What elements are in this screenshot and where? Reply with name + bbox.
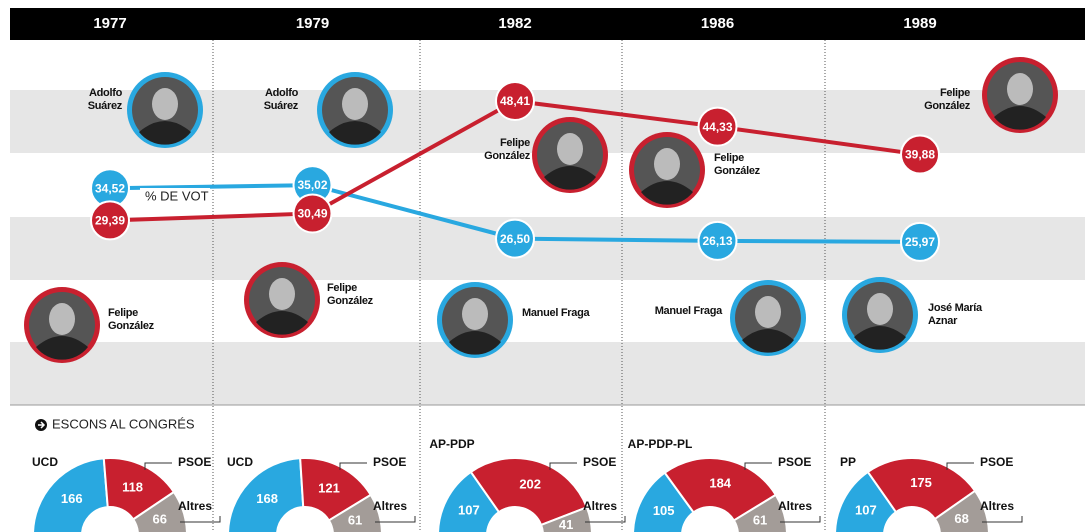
- party-label: Altres: [373, 499, 407, 513]
- party-label: PP: [840, 455, 856, 469]
- party-label: UCD: [32, 455, 58, 469]
- year-label: 1979: [296, 15, 329, 32]
- leader-name: Adolfo Suárez: [230, 87, 298, 113]
- party-label: PSOE: [583, 455, 616, 469]
- infographic: ESCONS AL CONGRÉS 1977 1979 1982 1986 1989 % …: [0, 0, 1085, 532]
- annotation: % DE VOT: [145, 188, 209, 203]
- vote-label: 44,33: [702, 120, 732, 134]
- portrait-face: [557, 133, 583, 165]
- portrait-face: [755, 296, 781, 328]
- vote-label: 30,49: [297, 207, 327, 221]
- leader-name: Felipe González: [714, 152, 782, 178]
- leader-name: Felipe González: [902, 87, 970, 113]
- vote-label: 34,52: [95, 181, 125, 195]
- seat-value: 66: [153, 511, 167, 526]
- portrait-face: [49, 303, 75, 335]
- seat-value: 41: [559, 517, 573, 532]
- seat-value: 105: [653, 503, 675, 518]
- seat-value: 121: [318, 480, 340, 495]
- party-label: PSOE: [178, 455, 211, 469]
- leader-name: Felipe González: [108, 307, 176, 333]
- vote-label: 48,41: [500, 94, 530, 108]
- portrait-face: [867, 293, 893, 325]
- leader-name: Felipe González: [327, 282, 395, 308]
- portrait-face: [342, 88, 368, 120]
- seat-value: 175: [910, 475, 932, 490]
- party-label: Altres: [178, 499, 212, 513]
- leader-name: Manuel Fraga: [654, 305, 722, 318]
- party-label: Altres: [980, 499, 1014, 513]
- seat-value: 61: [348, 512, 362, 527]
- seat-value: 168: [256, 491, 278, 506]
- party-label: PSOE: [980, 455, 1013, 469]
- seat-value: 184: [709, 475, 731, 490]
- seat-value: 61: [753, 512, 767, 527]
- seat-value: 107: [855, 502, 877, 517]
- party-label: PSOE: [373, 455, 406, 469]
- party-label: PSOE: [778, 455, 811, 469]
- portrait-face: [152, 88, 178, 120]
- vote-label: 26,50: [500, 232, 530, 246]
- year-label: 1986: [701, 15, 734, 32]
- seats-heading: ESCONS AL CONGRÉS: [52, 416, 195, 431]
- leader-name: Adolfo Suárez: [54, 87, 122, 113]
- vote-label: 39,88: [905, 148, 935, 162]
- seat-value: 166: [61, 491, 83, 506]
- vote-label: 29,39: [95, 214, 125, 228]
- leader-name: Manuel Fraga: [522, 307, 590, 320]
- year-label: 1977: [93, 15, 126, 32]
- year-label: 1982: [498, 15, 531, 32]
- party-label: AP-PDP: [429, 437, 474, 451]
- seat-value: 68: [954, 511, 968, 526]
- party-label: UCD: [227, 455, 253, 469]
- vote-label: 25,97: [905, 235, 935, 249]
- year-label: 1989: [903, 15, 936, 32]
- leader-name: José María Aznar: [928, 302, 996, 328]
- portrait-face: [269, 278, 295, 310]
- seat-value: 202: [519, 477, 541, 492]
- seat-value: 118: [122, 480, 143, 495]
- chart: ESCONS AL CONGRÉS 1977 1979 1982 1986 1989 % …: [0, 0, 1085, 532]
- portrait-face: [654, 148, 680, 180]
- vote-label: 35,02: [297, 178, 327, 192]
- party-label: AP-PDP-PL: [628, 437, 693, 451]
- band: [10, 342, 1085, 405]
- portrait-face: [1007, 73, 1033, 105]
- seat-value: 107: [458, 502, 480, 517]
- party-label: Altres: [583, 499, 617, 513]
- party-label: Altres: [778, 499, 812, 513]
- vote-label: 26,13: [702, 234, 732, 248]
- portrait-face: [462, 298, 488, 330]
- leader-name: Felipe González: [462, 137, 530, 163]
